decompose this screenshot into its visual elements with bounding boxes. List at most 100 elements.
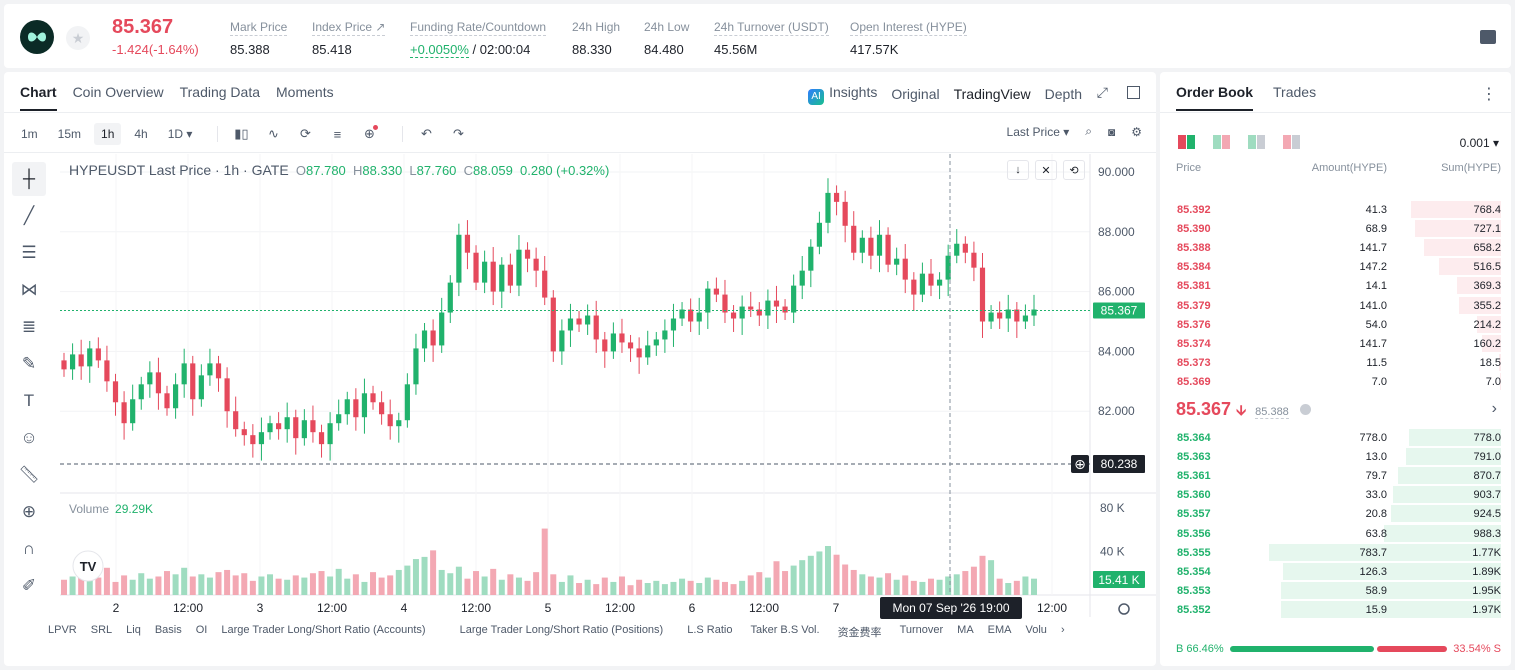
bid-row[interactable]: 85.355 783.7 1.77K: [1160, 543, 1511, 562]
price-chart[interactable]: 90.000 88.000 86.000 84.000 82.000 2 12:00 3 12:…: [4, 72, 1156, 666]
indicator-ma[interactable]: MA: [957, 624, 974, 636]
camera-icon[interactable]: ◙: [1107, 124, 1116, 139]
precision-select[interactable]: 0.001 ▾: [1459, 136, 1499, 150]
text-tool-icon[interactable]: T: [23, 391, 35, 410]
chevron-right-icon[interactable]: ›: [1060, 624, 1065, 636]
tab-order-book[interactable]: Order Book: [1176, 84, 1254, 111]
add-indicator-icon[interactable]: ⊕: [358, 125, 380, 142]
crosshair-icon[interactable]: ┼: [12, 162, 46, 196]
bid-row[interactable]: 85.352 15.9 1.97K: [1160, 600, 1511, 619]
emoji-icon[interactable]: ☺: [20, 428, 38, 447]
depth-bar: [1289, 543, 1501, 561]
more-icon[interactable]: ⋮: [1481, 86, 1497, 103]
ask-row[interactable]: 85.381 14.1 369.3: [1160, 276, 1511, 295]
search-icon[interactable]: ⌕: [1085, 124, 1092, 138]
stat-label[interactable]: Index Price ↗: [312, 20, 386, 36]
ask-row[interactable]: 85.374 141.7 160.2: [1160, 334, 1511, 353]
indicator-liq[interactable]: Liq: [126, 624, 141, 636]
indicator-basis[interactable]: Basis: [154, 624, 182, 636]
tab-trading-data[interactable]: Trading Data: [179, 84, 261, 100]
timeframe-1d[interactable]: 1D ▾: [167, 127, 193, 141]
trendline-icon[interactable]: ╱: [23, 206, 35, 225]
ask-row[interactable]: 85.373 11.5 18.5: [1160, 353, 1511, 372]
maximize-icon[interactable]: [1127, 86, 1140, 99]
bid-row[interactable]: 85.353 58.9 1.95K: [1160, 581, 1511, 600]
stat-label[interactable]: 24h Turnover (USDT): [714, 20, 829, 36]
ask-row[interactable]: 85.392 41.3 768.4: [1160, 200, 1511, 219]
timeframe-1h[interactable]: 1h: [94, 123, 122, 145]
book-icon[interactable]: [1480, 30, 1496, 44]
price-type-select[interactable]: Last Price ▾: [1006, 124, 1070, 139]
volume-bar: [996, 578, 1003, 595]
volume-bar: [593, 584, 600, 595]
bid-row[interactable]: 85.357 20.8 924.5: [1160, 504, 1511, 523]
ask-row[interactable]: 85.379 141.0 355.2: [1160, 296, 1511, 315]
mode-bids-icon[interactable]: [1248, 135, 1265, 149]
bid-row[interactable]: 85.363 13.0 791.0: [1160, 447, 1511, 466]
refresh-icon[interactable]: ⟳: [299, 126, 311, 141]
fib-icon[interactable]: ≣: [21, 317, 37, 336]
indicator-lt-accounts[interactable]: Large Trader Long/Short Ratio (Accounts): [221, 624, 426, 636]
collapse-icon[interactable]: ✕: [1035, 160, 1057, 180]
indicator-lt-positions[interactable]: Large Trader Long/Short Ratio (Positions…: [459, 624, 664, 636]
row-amount: 141.7: [1359, 242, 1387, 255]
indicator-ema[interactable]: EMA: [987, 624, 1012, 636]
indicator-taker-vol[interactable]: Taker B.S Vol.: [750, 624, 820, 636]
brush-icon[interactable]: ✎: [21, 354, 37, 373]
tab-coin-overview[interactable]: Coin Overview: [72, 84, 164, 100]
ruler-icon[interactable]: 📏︎: [18, 465, 40, 484]
mode-both-alt-icon[interactable]: [1213, 135, 1230, 149]
pattern-icon[interactable]: ⋈: [20, 280, 38, 299]
ask-row[interactable]: 85.376 54.0 214.2: [1160, 315, 1511, 334]
settings-gear-icon[interactable]: ⚙: [1131, 124, 1142, 139]
mode-asks-icon[interactable]: [1283, 135, 1300, 149]
timeframe-15m[interactable]: 15m: [57, 127, 82, 141]
indicator-funding-rate[interactable]: 资金费率: [837, 627, 882, 639]
arrow-down-icon[interactable]: ↓: [1007, 160, 1029, 180]
funding-rate-value[interactable]: +0.0050%: [410, 42, 469, 58]
view-insights[interactable]: AI Insights: [808, 84, 877, 105]
row-sum: 778.0: [1473, 432, 1501, 444]
indicator-lpvr[interactable]: LPVR: [48, 624, 77, 636]
timeframe-1m[interactable]: 1m: [21, 127, 38, 141]
pencil-icon[interactable]: ✐: [21, 576, 37, 595]
indicator-srl[interactable]: SRL: [90, 624, 113, 636]
ask-row[interactable]: 85.369 7.0 7.0: [1160, 372, 1511, 391]
templates-icon[interactable]: ≡: [333, 126, 342, 142]
stat-label[interactable]: Open Interest (HYPE): [850, 20, 967, 36]
favorite-star-icon[interactable]: ★: [66, 26, 90, 50]
view-tradingview[interactable]: TradingView: [953, 86, 1031, 103]
view-depth[interactable]: Depth: [1044, 86, 1082, 103]
view-original[interactable]: Original: [891, 86, 940, 103]
indicators-icon[interactable]: ∿: [267, 126, 279, 141]
tab-moments[interactable]: Moments: [276, 84, 334, 100]
ask-row[interactable]: 85.384 147.2 516.5: [1160, 257, 1511, 276]
timeframe-4h[interactable]: 4h: [134, 127, 148, 141]
indicator-turnover[interactable]: Turnover: [899, 624, 944, 636]
stat-label[interactable]: Funding Rate/Countdown: [410, 20, 547, 36]
chevron-right-icon[interactable]: ›: [1491, 400, 1497, 417]
redo-icon[interactable]: ↷: [452, 126, 464, 141]
horizontal-lines-icon[interactable]: ☰: [21, 243, 37, 262]
bid-row[interactable]: 85.364 778.0 778.0: [1160, 428, 1511, 447]
bid-row[interactable]: 85.361 79.7 870.7: [1160, 466, 1511, 485]
ask-row[interactable]: 85.390 68.9 727.1: [1160, 219, 1511, 238]
tab-trades[interactable]: Trades: [1273, 84, 1317, 100]
undo-icon[interactable]: ↶: [420, 126, 432, 141]
expand-icon[interactable]: ⤢: [1096, 84, 1108, 100]
bid-row[interactable]: 85.360 33.0 903.7: [1160, 485, 1511, 504]
zoom-in-icon[interactable]: ⊕: [21, 502, 37, 521]
candle-type-icon[interactable]: ▮▯: [234, 126, 249, 141]
volume-bar: [395, 569, 402, 595]
magnet-icon[interactable]: ∩: [22, 539, 36, 558]
mode-both-icon[interactable]: [1178, 135, 1195, 149]
ask-row[interactable]: 85.388 141.7 658.2: [1160, 238, 1511, 257]
stat-label[interactable]: Mark Price: [230, 20, 288, 36]
indicator-oi[interactable]: OI: [195, 624, 208, 636]
tab-chart[interactable]: Chart: [20, 84, 57, 111]
bid-row[interactable]: 85.354 126.3 1.89K: [1160, 562, 1511, 581]
bid-row[interactable]: 85.356 63.8 988.3: [1160, 524, 1511, 543]
indicator-volume[interactable]: Volu: [1025, 624, 1047, 636]
loop-icon[interactable]: ⟲: [1063, 160, 1085, 180]
indicator-ls-ratio[interactable]: L.S Ratio: [687, 624, 733, 636]
